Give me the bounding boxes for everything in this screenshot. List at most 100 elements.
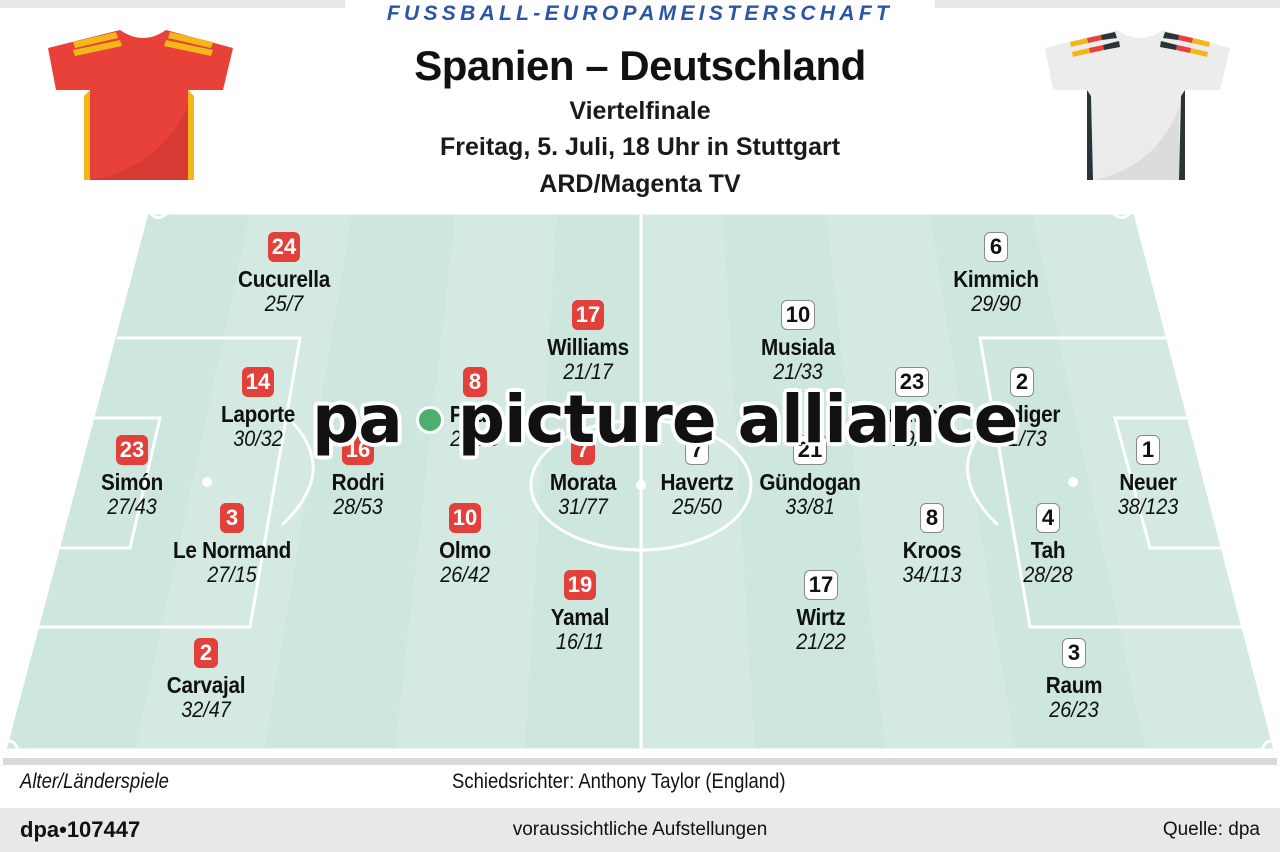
referee-info: Schiedsrichter: Anthony Taylor (England) — [452, 770, 786, 793]
player-age-caps: 21/20 — [450, 426, 500, 451]
player-age-caps: 21/22 — [796, 629, 846, 654]
player-name: Raum — [1045, 672, 1103, 698]
jersey-number-badge: 17 — [803, 570, 839, 600]
player-germany-raum: 3 Raum 26/23 — [994, 638, 1154, 722]
footer-caption: voraussichtliche Aufstellungen — [512, 819, 768, 840]
player-name: Laporte — [220, 401, 296, 427]
player-name: Olmo — [439, 537, 491, 563]
player-germany-ruediger: 2 Rüdiger 31/73 — [942, 367, 1102, 451]
player-age-caps: 29/90 — [971, 291, 1021, 316]
player-name: Cucurella — [238, 266, 330, 292]
player-germany-neuer: 1 Neuer 38/123 — [1068, 435, 1228, 519]
jersey-number-badge: 4 — [1036, 503, 1060, 533]
player-name: Kroos — [902, 537, 962, 563]
player-germany-tah: 4 Tah 28/28 — [968, 503, 1128, 587]
player-name: Williams — [547, 334, 629, 360]
player-spain-rodri: 16 Rodri 28/53 — [278, 435, 438, 519]
jersey-number-badge: 10 — [780, 300, 816, 330]
player-germany-andrich: 23 Andrich 29/9 — [832, 367, 992, 451]
jersey-number-badge: 23 — [115, 435, 149, 465]
player-name: Pedri — [449, 401, 501, 427]
picture-alliance-watermark: pa picture alliance — [312, 380, 1019, 460]
jersey-number-badge: 2 — [194, 638, 218, 668]
jersey-number-badge: 17 — [571, 300, 605, 330]
player-germany-kroos: 8 Kroos 34/113 — [852, 503, 1012, 587]
player-spain-cucurella: 24 Cucurella 25/7 — [204, 232, 364, 316]
jersey-number-badge: 23 — [894, 367, 930, 397]
player-spain-pedri: 8 Pedri 21/20 — [395, 367, 555, 451]
germany-shirt-icon — [1045, 30, 1230, 180]
player-name: Carvajal — [166, 672, 246, 698]
jersey-number-badge: 2 — [1010, 367, 1034, 397]
match-title: Spanien – Deutschland — [414, 42, 866, 89]
player-age-caps: 38/123 — [1117, 494, 1179, 519]
match-datetime-venue: Freitag, 5. Juli, 18 Uhr in Stuttgart — [439, 133, 841, 161]
player-name: Rüdiger — [983, 401, 1061, 427]
jersey-number-badge: 3 — [1062, 638, 1086, 668]
jersey-number-badge: 24 — [267, 232, 301, 262]
player-germany-wirtz: 17 Wirtz 21/22 — [741, 570, 901, 654]
legend-age-caps: Alter/Länderspiele — [20, 770, 169, 793]
player-age-caps: 28/53 — [333, 494, 383, 519]
player-spain-carvajal: 2 Carvajal 32/47 — [126, 638, 286, 722]
footer-bar: dpa•107447 voraussichtliche Aufstellunge… — [0, 808, 1280, 852]
player-name: Tah — [1030, 537, 1066, 563]
jersey-number-badge: 10 — [448, 503, 482, 533]
watermark-dot-icon — [415, 405, 444, 434]
player-age-caps: 27/43 — [107, 494, 157, 519]
jersey-number-badge: 6 — [984, 232, 1008, 262]
player-name: Neuer — [1119, 469, 1177, 495]
player-spain-simon: 23 Simón 27/43 — [52, 435, 212, 519]
player-name: Andrich — [873, 401, 951, 427]
player-name: Kimmich — [953, 266, 1039, 292]
player-name: Wirtz — [796, 604, 846, 630]
player-age-caps: 34/113 — [902, 562, 962, 587]
player-age-caps: 30/32 — [233, 426, 283, 451]
player-age-caps: 26/42 — [440, 562, 490, 587]
jersey-number-badge: 1 — [1136, 435, 1160, 465]
player-name: Simón — [101, 469, 163, 495]
player-name: Le Normand — [172, 537, 292, 563]
spain-shirt-icon — [48, 30, 233, 180]
player-name: Musiala — [760, 334, 836, 360]
football-pitch — [3, 211, 1277, 765]
source-credit: Quelle: dpa — [1162, 819, 1260, 840]
player-spain-williams: 17 Williams 21/17 — [508, 300, 668, 384]
player-age-caps: 25/50 — [672, 494, 722, 519]
player-spain-morata: 7 Morata 31/77 — [503, 435, 663, 519]
player-germany-musiala: 10 Musiala 21/33 — [718, 300, 878, 384]
jersey-number-badge: 21 — [792, 435, 828, 465]
player-spain-yamal: 19 Yamal 16/11 — [500, 570, 660, 654]
match-round: Viertelfinale — [569, 97, 711, 125]
player-age-caps: 26/23 — [1049, 697, 1099, 722]
kicker-title: FUSSBALL-EUROPAMEISTERSCHAFT — [345, 0, 935, 28]
player-age-caps: 31/73 — [997, 426, 1047, 451]
player-age-caps: 25/7 — [264, 291, 304, 316]
jersey-number-badge: 8 — [920, 503, 944, 533]
player-germany-havertz: 7 Havertz 25/50 — [617, 435, 777, 519]
player-name: Morata — [549, 469, 617, 495]
player-name: Gündogan — [759, 469, 861, 495]
player-age-caps: 21/17 — [563, 359, 613, 384]
player-age-caps: 16/11 — [555, 629, 605, 654]
graphic-id: dpa•107447 — [20, 817, 141, 842]
player-age-caps: 32/47 — [181, 697, 231, 722]
jersey-number-badge: 3 — [220, 503, 244, 533]
watermark-pa: pa — [312, 381, 403, 458]
watermark-text: picture alliance — [457, 381, 1019, 458]
jersey-number-badge: 16 — [341, 435, 375, 465]
player-spain-le-normand: 3 Le Normand 27/15 — [152, 503, 312, 587]
jersey-number-badge: 8 — [463, 367, 487, 397]
jersey-number-badge: 19 — [563, 570, 597, 600]
player-age-caps: 27/15 — [207, 562, 257, 587]
player-name: Yamal — [550, 604, 610, 630]
player-age-caps: 29/9 — [892, 426, 932, 451]
player-age-caps: 33/81 — [785, 494, 835, 519]
jersey-number-badge: 7 — [571, 435, 595, 465]
player-germany-guendogan: 21 Gündogan 33/81 — [730, 435, 890, 519]
player-age-caps: 21/33 — [773, 359, 823, 384]
player-name: Havertz — [660, 469, 734, 495]
player-age-caps: 31/77 — [558, 494, 608, 519]
match-broadcaster: ARD/Magenta TV — [539, 170, 741, 198]
player-spain-laporte: 14 Laporte 30/32 — [178, 367, 338, 451]
